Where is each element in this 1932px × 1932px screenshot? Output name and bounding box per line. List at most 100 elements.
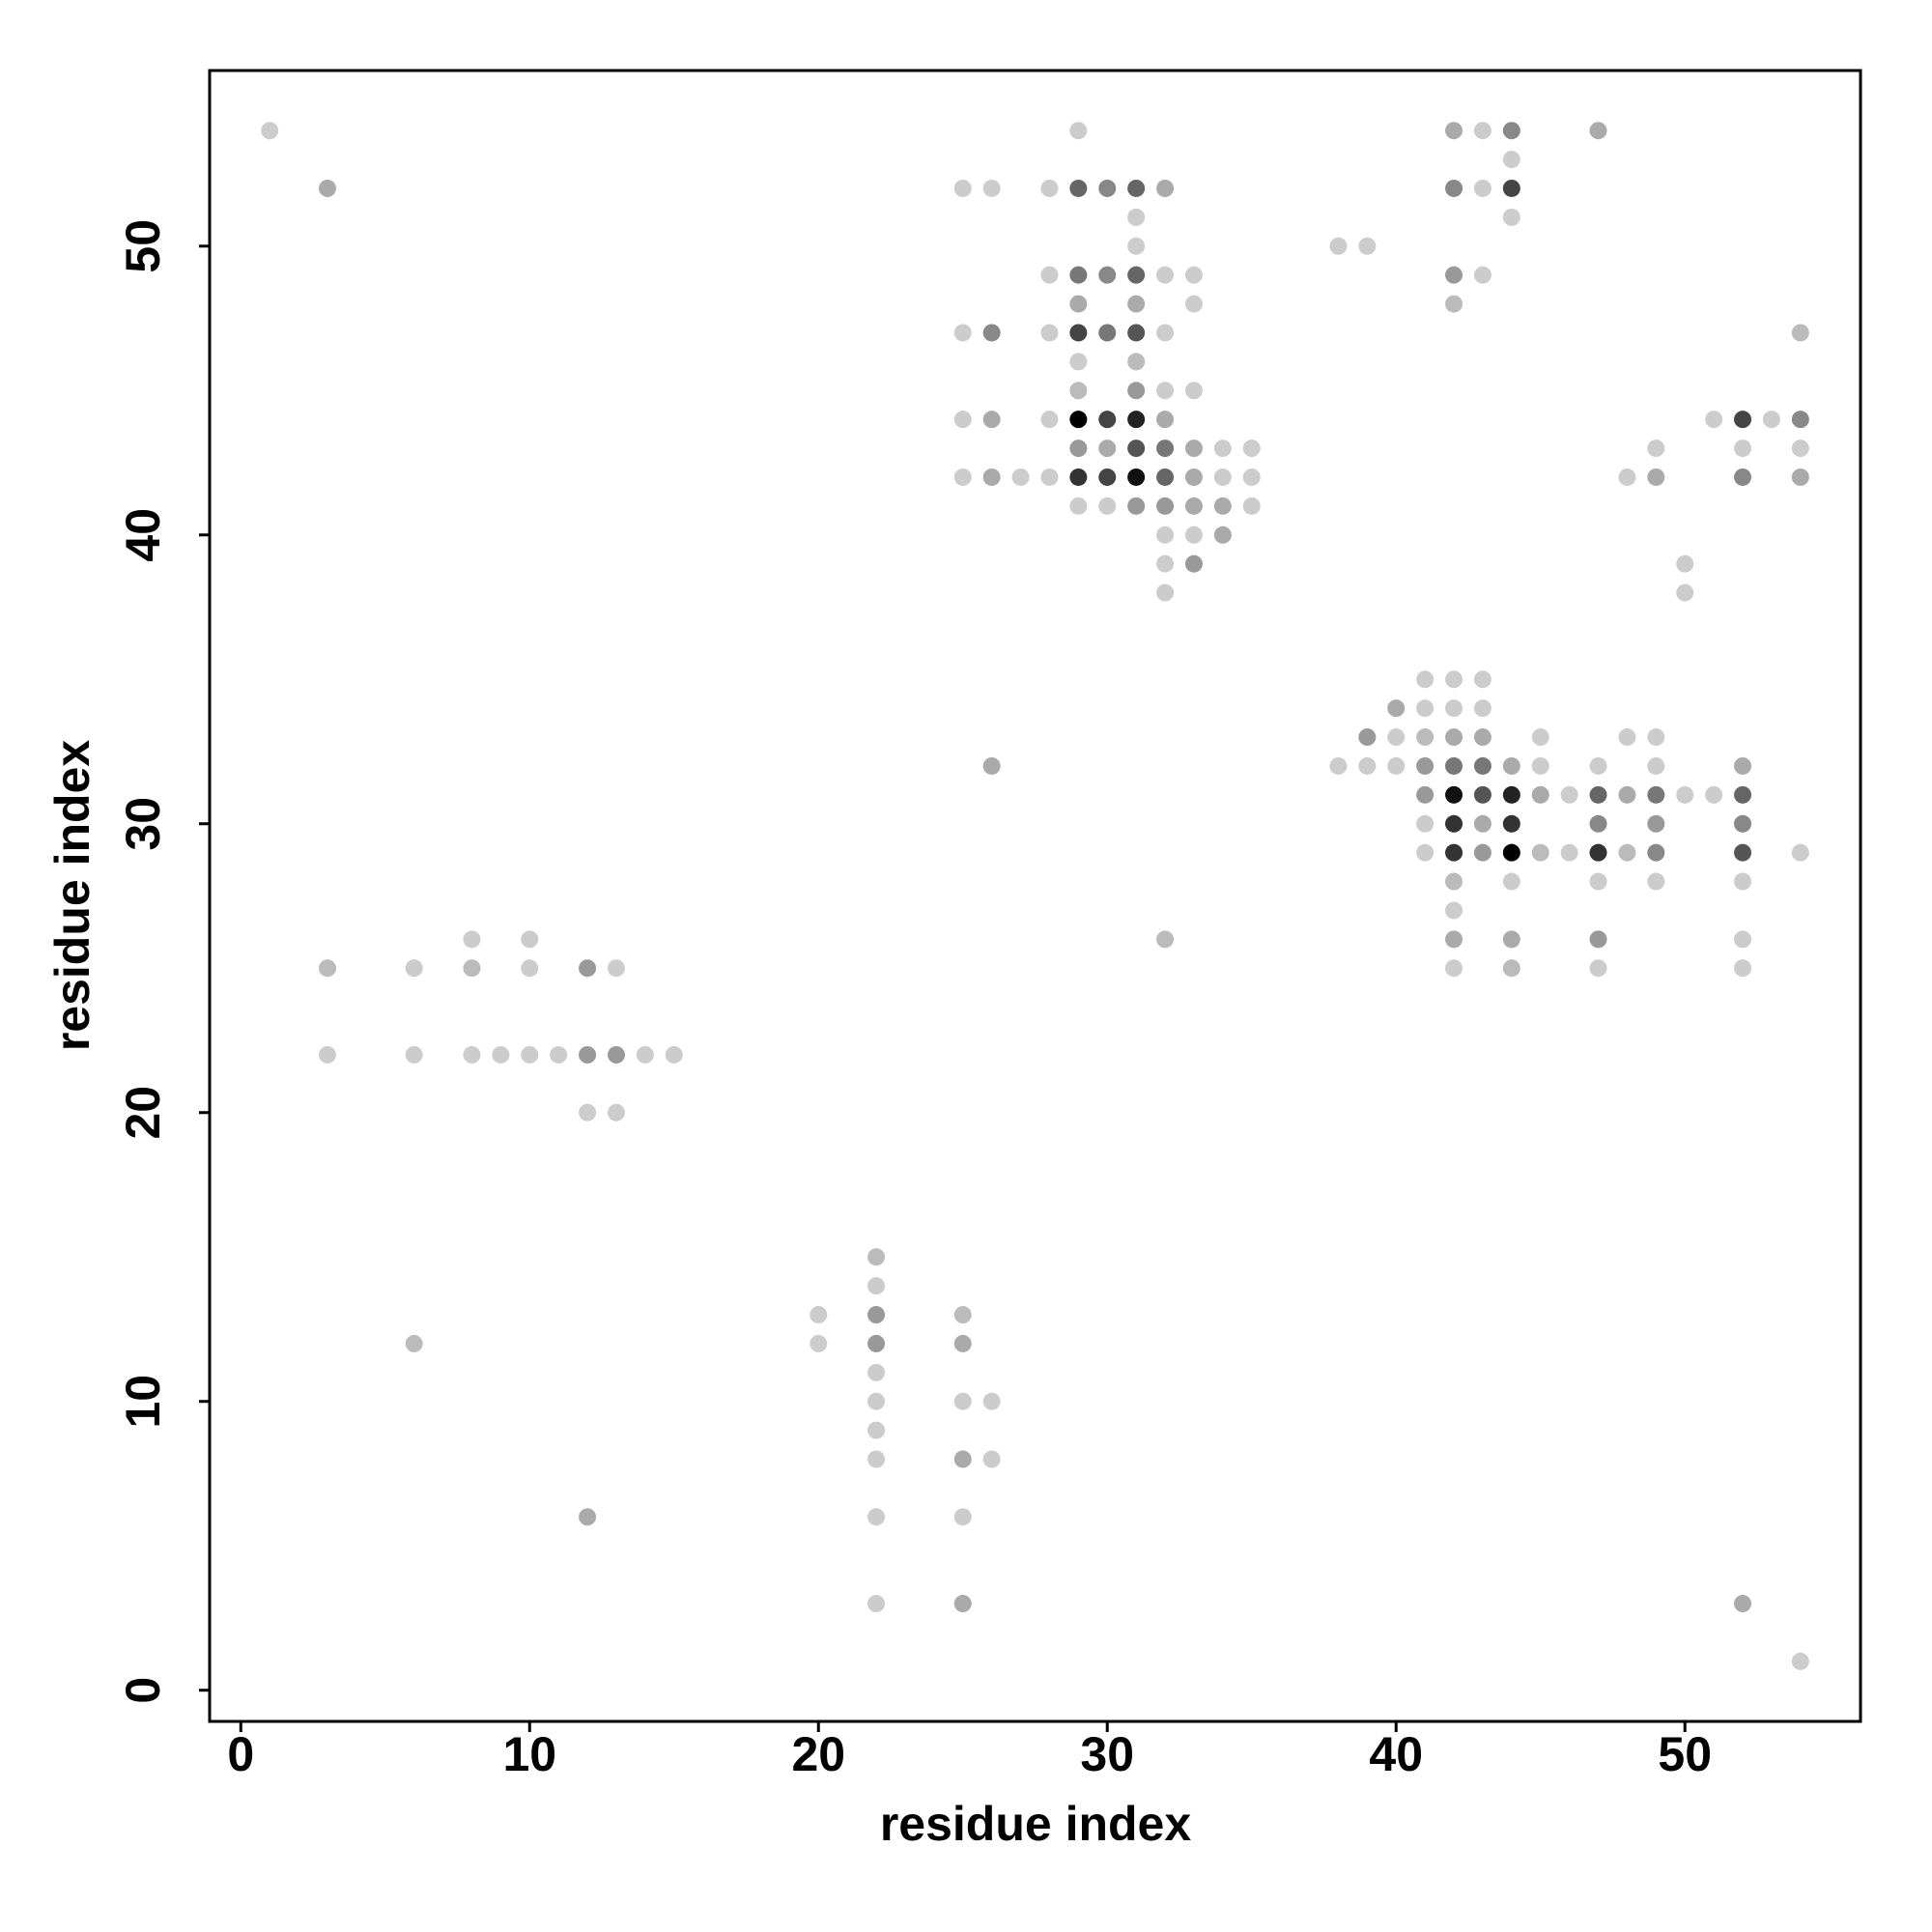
point xyxy=(1098,468,1117,486)
point xyxy=(318,959,336,978)
point xyxy=(463,959,481,978)
y-axis-title: residue index xyxy=(45,740,99,1052)
y-tick-label: 10 xyxy=(116,1375,170,1429)
point xyxy=(867,1421,886,1439)
point xyxy=(982,1392,1001,1410)
point xyxy=(261,122,279,140)
point xyxy=(1618,843,1636,862)
point xyxy=(1445,756,1463,775)
point xyxy=(982,756,1001,775)
point xyxy=(1127,497,1146,515)
point xyxy=(1069,411,1088,429)
point xyxy=(1560,843,1578,862)
point xyxy=(1156,468,1175,486)
point xyxy=(1358,728,1377,747)
point xyxy=(1473,814,1492,833)
point xyxy=(1502,872,1520,891)
point xyxy=(579,959,597,978)
point xyxy=(318,1045,336,1064)
point xyxy=(1127,324,1146,342)
point xyxy=(1358,237,1377,255)
point xyxy=(1502,122,1520,140)
point xyxy=(1213,497,1232,515)
point xyxy=(1213,526,1232,544)
point xyxy=(953,1595,972,1613)
point xyxy=(1647,872,1665,891)
point xyxy=(1127,353,1146,371)
point xyxy=(1416,699,1435,718)
point xyxy=(1473,179,1492,197)
point xyxy=(1069,266,1088,284)
x-tick-label: 40 xyxy=(1369,1727,1423,1781)
point xyxy=(1502,814,1520,833)
point xyxy=(867,1334,886,1352)
x-tick-label: 50 xyxy=(1658,1727,1712,1781)
point xyxy=(1069,295,1088,313)
point xyxy=(1705,411,1723,429)
y-tick-label: 0 xyxy=(116,1677,170,1704)
point xyxy=(1329,756,1348,775)
point xyxy=(1416,785,1435,804)
point xyxy=(1734,814,1752,833)
point xyxy=(1387,699,1406,718)
point xyxy=(953,1334,972,1352)
point xyxy=(1445,699,1463,718)
point xyxy=(1647,440,1665,458)
point xyxy=(1445,843,1463,862)
point xyxy=(1156,266,1175,284)
point xyxy=(1040,266,1059,284)
point xyxy=(1734,756,1752,775)
point xyxy=(1098,411,1117,429)
point xyxy=(1791,440,1809,458)
point xyxy=(953,324,972,342)
point xyxy=(1156,324,1175,342)
point xyxy=(867,1595,886,1613)
point xyxy=(1589,959,1607,978)
point xyxy=(1445,872,1463,891)
point xyxy=(1647,756,1665,775)
point xyxy=(1040,411,1059,429)
point xyxy=(953,1306,972,1324)
point xyxy=(1734,440,1752,458)
point xyxy=(463,930,481,949)
point xyxy=(1213,468,1232,486)
point xyxy=(1127,382,1146,400)
point xyxy=(1184,382,1203,400)
point xyxy=(1329,237,1348,255)
point xyxy=(1445,179,1463,197)
point xyxy=(1647,785,1665,804)
point xyxy=(318,179,336,197)
point xyxy=(1618,728,1636,747)
y-tick-label: 40 xyxy=(116,508,170,562)
point xyxy=(867,1248,886,1266)
point xyxy=(1242,440,1261,458)
point xyxy=(607,1103,625,1122)
point xyxy=(1502,930,1520,949)
point xyxy=(521,1045,539,1064)
point xyxy=(492,1045,510,1064)
point xyxy=(1098,179,1117,197)
point xyxy=(1127,179,1146,197)
point xyxy=(1618,468,1636,486)
point xyxy=(1502,151,1520,169)
point xyxy=(405,959,423,978)
point xyxy=(1127,237,1146,255)
point xyxy=(1184,554,1203,573)
point xyxy=(1676,554,1694,573)
point xyxy=(1242,497,1261,515)
point xyxy=(1416,670,1435,689)
point xyxy=(1445,930,1463,949)
point xyxy=(1589,930,1607,949)
point xyxy=(1445,295,1463,313)
point xyxy=(1040,468,1059,486)
point xyxy=(1069,440,1088,458)
point xyxy=(867,1277,886,1295)
point xyxy=(1502,208,1520,226)
point xyxy=(1156,583,1175,602)
point xyxy=(1069,324,1088,342)
point xyxy=(1098,266,1117,284)
point xyxy=(953,1392,972,1410)
point xyxy=(1589,756,1607,775)
point xyxy=(1473,843,1492,862)
